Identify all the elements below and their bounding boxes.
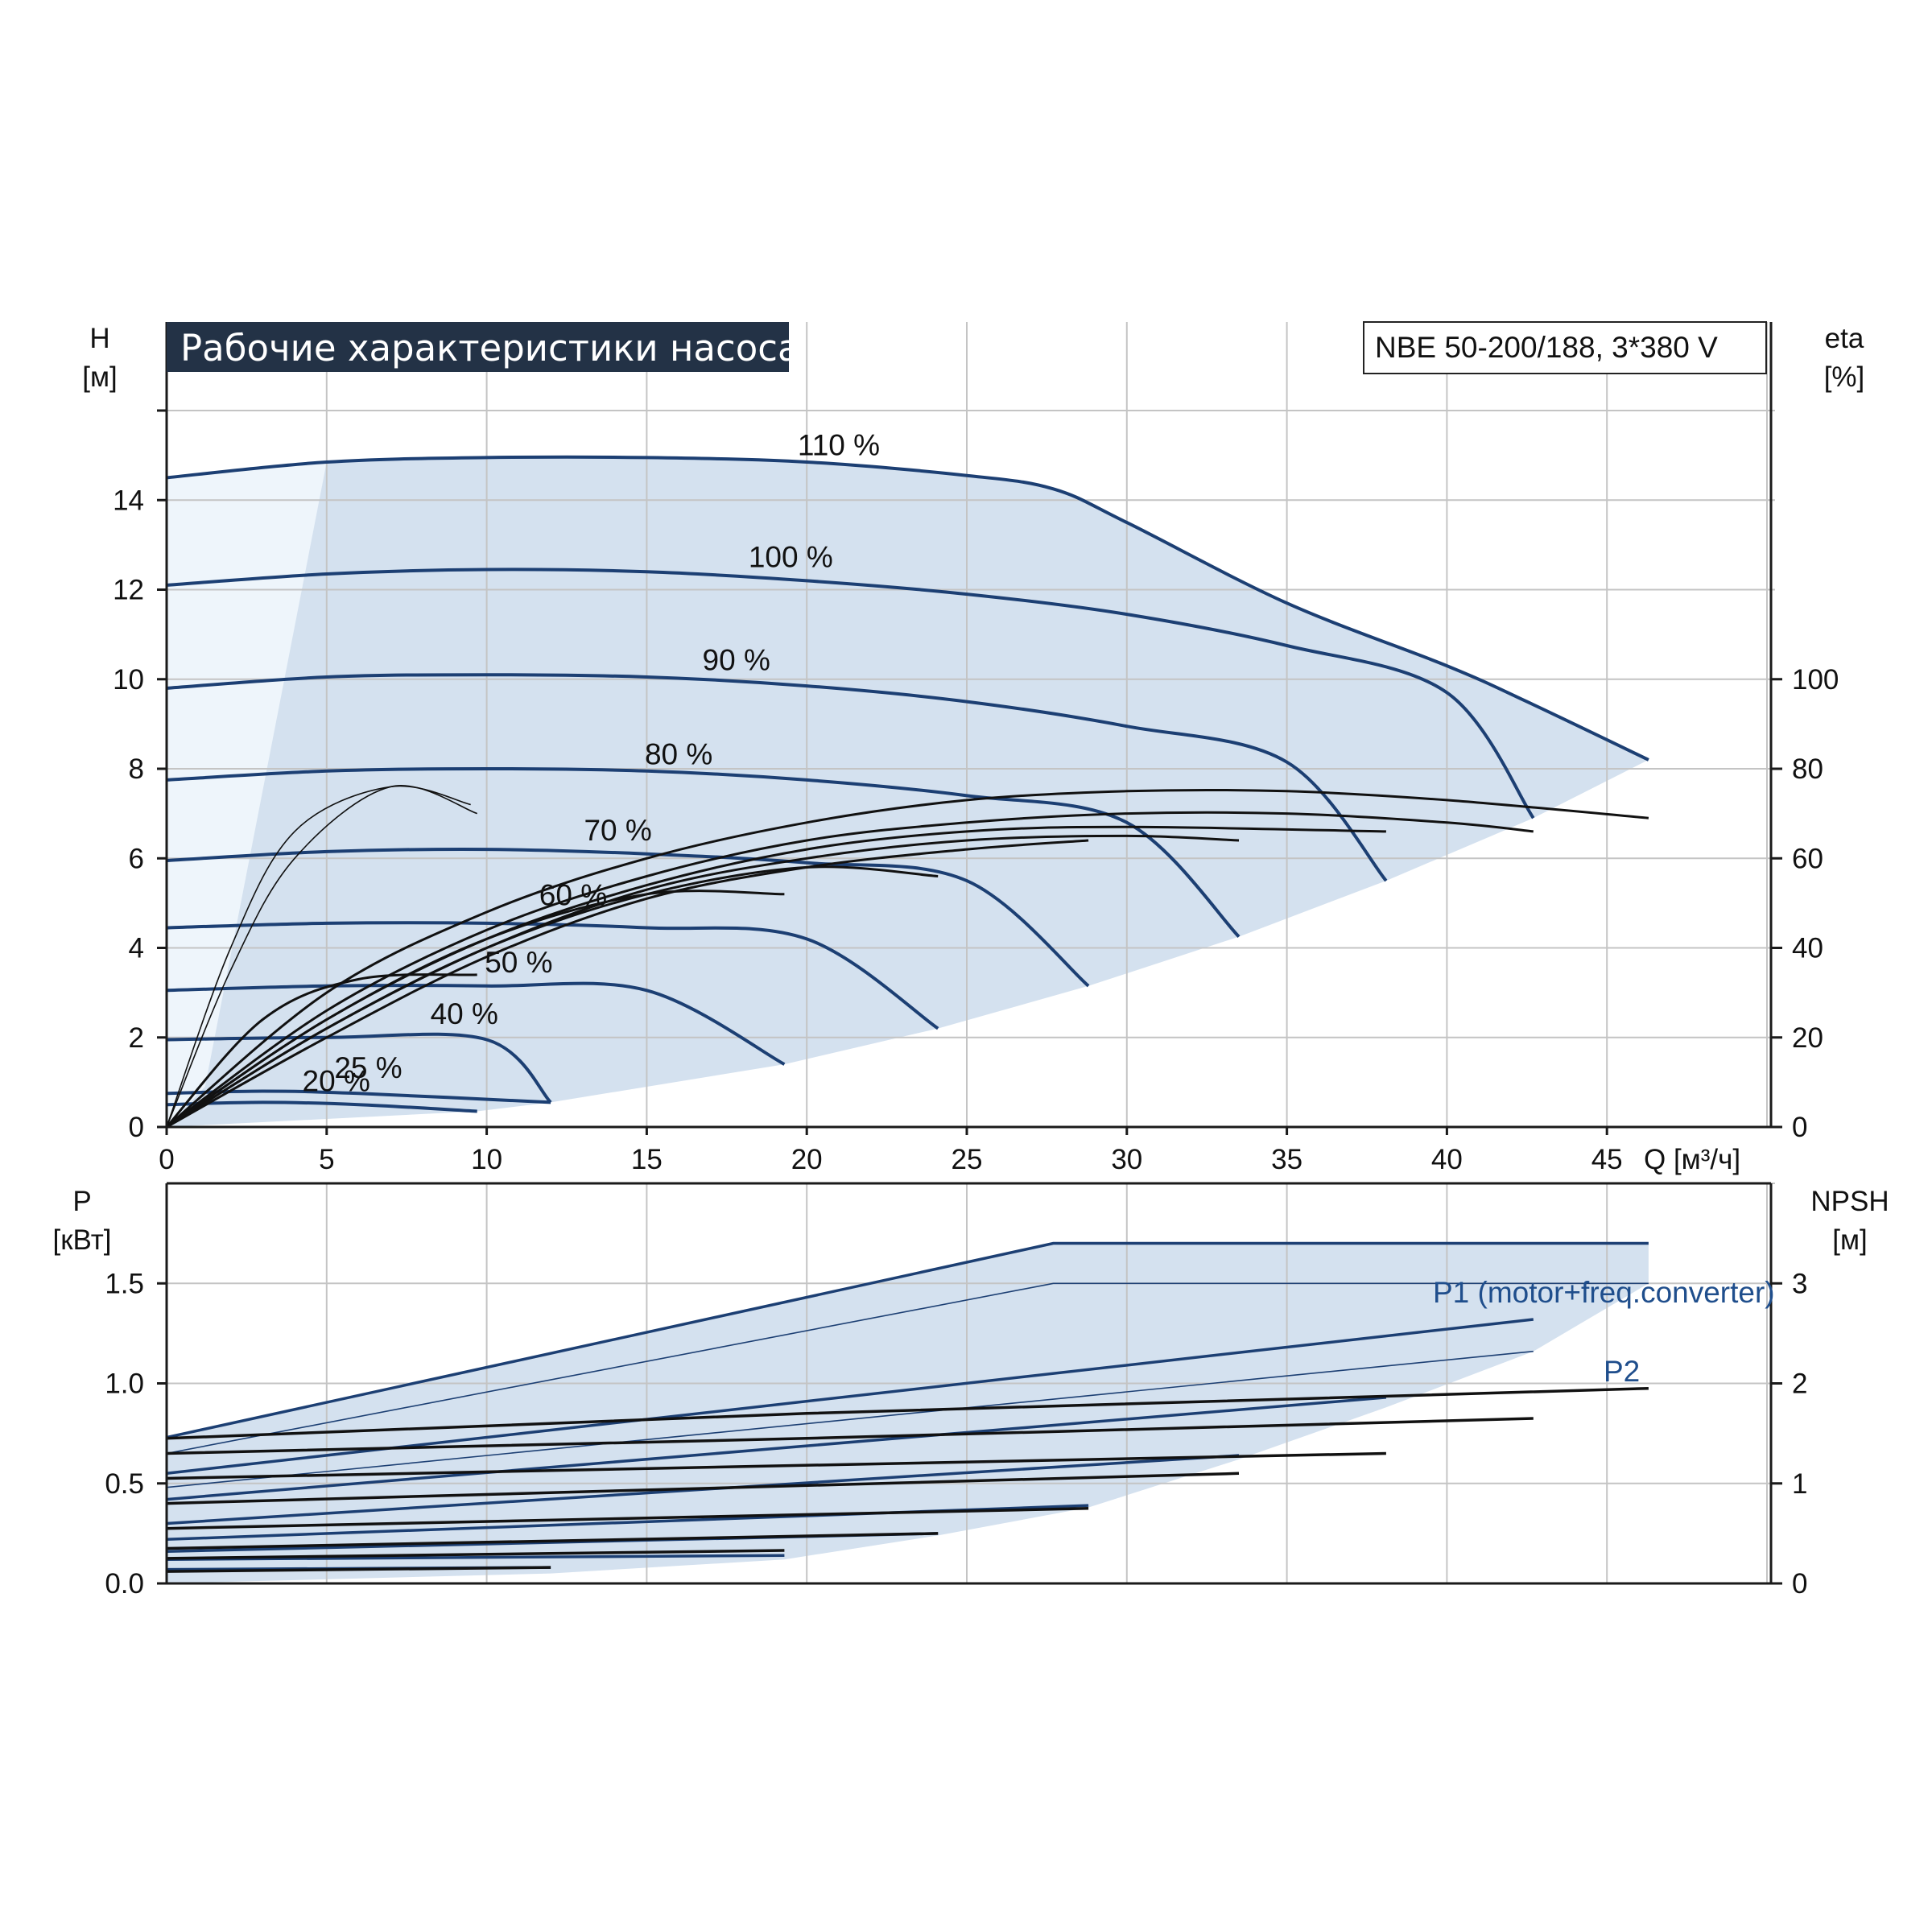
title-banner: Рабочие характеристики насоса xyxy=(167,322,800,372)
qh-curve-50 xyxy=(166,981,786,1066)
eta-curve-20 xyxy=(166,785,471,1128)
qh-area xyxy=(167,456,1649,1127)
speed-label-50: 50 % xyxy=(485,946,552,979)
h-axis-unit: [м] xyxy=(82,361,118,393)
qh-curve-110 xyxy=(166,455,1649,762)
qh-curves xyxy=(166,455,1649,1113)
h-tick-label: 12 xyxy=(113,575,144,606)
h-tick-label: 4 xyxy=(129,933,144,964)
speed-label-40: 40 % xyxy=(431,997,498,1030)
speed-label-20: 20 % xyxy=(303,1065,370,1098)
speed-label-110: 110 % xyxy=(798,429,880,462)
model-label: NBE 50-200/188, 3*380 V xyxy=(1375,331,1718,364)
speed-label-70: 70 % xyxy=(584,814,651,847)
speed-labels: 110 % 100 % 90 % 80 % 70 % 60 % 50 % 40 % 25 %20… xyxy=(303,429,880,1098)
power-curve-npsh-40 xyxy=(166,1566,551,1573)
npsh-axis-unit: [м] xyxy=(1832,1224,1868,1256)
qh-area-light xyxy=(167,461,327,1127)
power-curve-npsh-90 xyxy=(166,1451,1386,1480)
p-axis-symbol: P xyxy=(72,1186,91,1217)
p-tick-label: 0.5 xyxy=(105,1468,144,1500)
power-curve-npsh-80 xyxy=(166,1472,1240,1505)
q-tick-label: 0 xyxy=(159,1144,174,1175)
qh-curve-20 xyxy=(166,1100,477,1113)
eta-curve-50 xyxy=(166,890,785,1129)
p-tick-label: 1.5 xyxy=(105,1268,144,1299)
h-axis-symbol: H xyxy=(89,323,109,354)
model-box: NBE 50-200/188, 3*380 V xyxy=(1363,321,1767,374)
power-curve-p2 xyxy=(166,1282,1649,1455)
h-tick-label: 2 xyxy=(129,1022,144,1054)
p-tick-label: 1.0 xyxy=(105,1368,144,1400)
qh-curve-100 xyxy=(166,568,1535,819)
p1-label: P1 (motor+freq.converter) xyxy=(1433,1276,1775,1309)
model-frame xyxy=(1363,321,1767,374)
p-tick-label: 0.0 xyxy=(105,1568,144,1600)
qh-axes: 0 2 4 6 8 10 12 14 0 20 40 60 80 100 0 5 10 15 20 25 30 35 40 4… xyxy=(113,322,1839,1175)
npsh-tick-label: 0 xyxy=(1792,1568,1807,1600)
eta-curve-70 xyxy=(166,839,1089,1129)
eta-curve-60 xyxy=(166,865,939,1129)
q-tick-label: 40 xyxy=(1431,1144,1463,1175)
q-tick-label: 45 xyxy=(1591,1144,1623,1175)
p-axis-unit: [кВт] xyxy=(53,1224,112,1256)
speed-label-60: 60 % xyxy=(539,879,607,912)
q-axis-label: Q [м³/ч] xyxy=(1644,1144,1740,1175)
h-tick-label: 6 xyxy=(129,843,144,874)
power-curves xyxy=(166,1241,1649,1573)
eta-curve-110 xyxy=(166,788,1649,1129)
eta-axis-symbol: eta xyxy=(1825,323,1864,354)
npsh-tick-label: 3 xyxy=(1792,1268,1807,1299)
top-plot: 0 2 4 6 8 10 12 14 0 20 40 60 80 100 0 5 10 15 20 25 30 35 40 4… xyxy=(113,322,1839,1175)
qh-curve-70 xyxy=(166,848,1090,988)
power-curve-p1-90 xyxy=(166,1396,1387,1501)
power-curve-npsh-110 xyxy=(166,1386,1649,1440)
chart-title: Рабочие характеристики насоса xyxy=(180,327,800,369)
speed-label-25: 25 % xyxy=(334,1051,402,1084)
q-tick-label: 15 xyxy=(631,1144,663,1175)
q-tick-label: 20 xyxy=(791,1144,823,1175)
power-curve-p2-100 xyxy=(166,1350,1534,1488)
npsh-tick-label: 1 xyxy=(1792,1468,1807,1500)
eta-tick-label: 20 xyxy=(1792,1022,1823,1054)
h-tick-label: 10 xyxy=(113,664,144,696)
power-axes: 0.0 0.5 1.0 1.5 0 1 2 3 xyxy=(105,1182,1807,1600)
h-tick-label: 14 xyxy=(113,485,144,516)
efficiency-curves xyxy=(165,785,1649,1129)
power-curve-p1-motor-freq-converter xyxy=(166,1241,1649,1439)
power-curve-npsh-100 xyxy=(166,1417,1534,1455)
eta-curve-40 xyxy=(165,973,477,1129)
q-tick-label: 35 xyxy=(1271,1144,1302,1175)
q-tick-label: 25 xyxy=(952,1144,983,1175)
power-curve-npsh-50 xyxy=(166,1549,785,1560)
npsh-tick-label: 2 xyxy=(1792,1368,1807,1400)
q-tick-label: 10 xyxy=(471,1144,502,1175)
eta-tick-label: 60 xyxy=(1792,843,1823,874)
eta-axis-unit: [%] xyxy=(1824,361,1865,393)
bottom-plot: 0.0 0.5 1.0 1.5 0 1 2 3 xyxy=(105,1182,1807,1600)
q-tick-label: 30 xyxy=(1111,1144,1142,1175)
eta-tick-label: 0 xyxy=(1792,1112,1807,1143)
qh-operating-area xyxy=(167,456,1649,1127)
speed-label-80: 80 % xyxy=(645,737,712,770)
h-tick-label: 0 xyxy=(129,1112,144,1143)
speed-label-100: 100 % xyxy=(749,541,833,574)
qh-curve-40 xyxy=(166,1032,552,1104)
h-tick-label: 8 xyxy=(129,753,144,785)
eta-tick-label: 80 xyxy=(1792,753,1823,785)
eta-tick-label: 40 xyxy=(1792,933,1823,964)
speed-label-90: 90 % xyxy=(703,644,770,677)
eta-tick-label: 100 xyxy=(1792,664,1839,696)
title-background xyxy=(167,322,789,372)
p2-label: P2 xyxy=(1604,1355,1640,1388)
q-tick-label: 5 xyxy=(319,1144,334,1175)
power-curve-p1-50 xyxy=(166,1554,785,1561)
power-curve-npsh-60 xyxy=(166,1532,939,1550)
power-curve-npsh-70 xyxy=(166,1507,1089,1530)
qh-curve-90 xyxy=(166,673,1388,882)
npsh-axis-symbol: NPSH xyxy=(1810,1186,1889,1217)
